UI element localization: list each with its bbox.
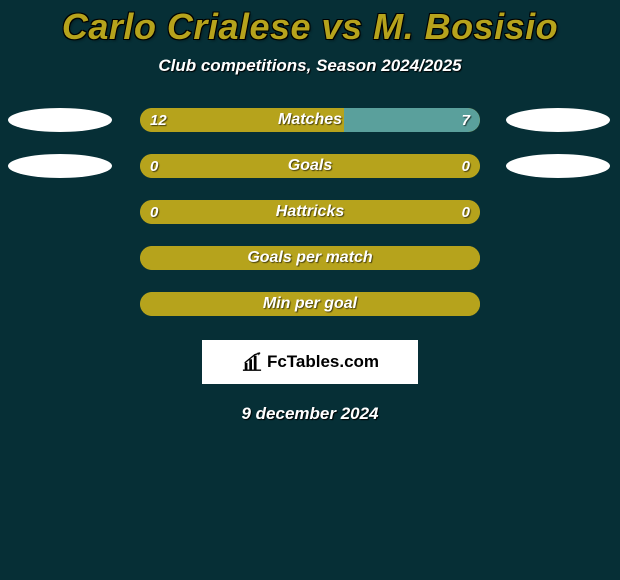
stat-value-right: 0 xyxy=(452,204,480,221)
comparison-card: Carlo Crialese vs M. Bosisio Club compet… xyxy=(0,0,620,580)
stat-label: Goals per match xyxy=(247,249,372,267)
stat-bar: Min per goal xyxy=(140,292,480,316)
stat-bar: 12 7 Matches xyxy=(140,108,480,132)
stat-row: Goals per match xyxy=(0,246,620,270)
player-left-oval xyxy=(8,108,112,132)
stat-bar-right: 7 xyxy=(344,108,480,132)
logo-box[interactable]: FcTables.com xyxy=(202,340,418,384)
stat-bar-right: 0 xyxy=(310,154,480,178)
stats-container: 12 7 Matches 0 0 Goals 0 0 Hattricks Goals per ma… xyxy=(0,108,620,316)
stat-row: 0 0 Goals xyxy=(0,154,620,178)
stat-bar: 0 0 Hattricks xyxy=(140,200,480,224)
stat-value-right: 0 xyxy=(452,158,480,175)
player-left-oval xyxy=(8,154,112,178)
stat-row: Min per goal xyxy=(0,292,620,316)
stat-label: Hattricks xyxy=(276,203,344,221)
bar-chart-icon xyxy=(241,352,263,372)
stat-value-left: 0 xyxy=(140,204,168,221)
stat-bar: Goals per match xyxy=(140,246,480,270)
stat-value-left: 12 xyxy=(140,112,177,129)
subtitle: Club competitions, Season 2024/2025 xyxy=(158,56,461,76)
logo-text: FcTables.com xyxy=(267,352,379,372)
stat-label: Matches xyxy=(278,111,342,129)
stat-value-left: 0 xyxy=(140,158,168,175)
stat-row: 12 7 Matches xyxy=(0,108,620,132)
stat-label: Min per goal xyxy=(263,295,357,313)
date-text: 9 december 2024 xyxy=(241,404,378,424)
player-right-oval xyxy=(506,154,610,178)
stat-bar-left: 0 xyxy=(140,154,310,178)
page-title: Carlo Crialese vs M. Bosisio xyxy=(62,6,558,48)
player-right-oval xyxy=(506,108,610,132)
stat-label: Goals xyxy=(288,157,332,175)
stat-value-right: 7 xyxy=(452,112,480,129)
stat-bar: 0 0 Goals xyxy=(140,154,480,178)
stat-row: 0 0 Hattricks xyxy=(0,200,620,224)
